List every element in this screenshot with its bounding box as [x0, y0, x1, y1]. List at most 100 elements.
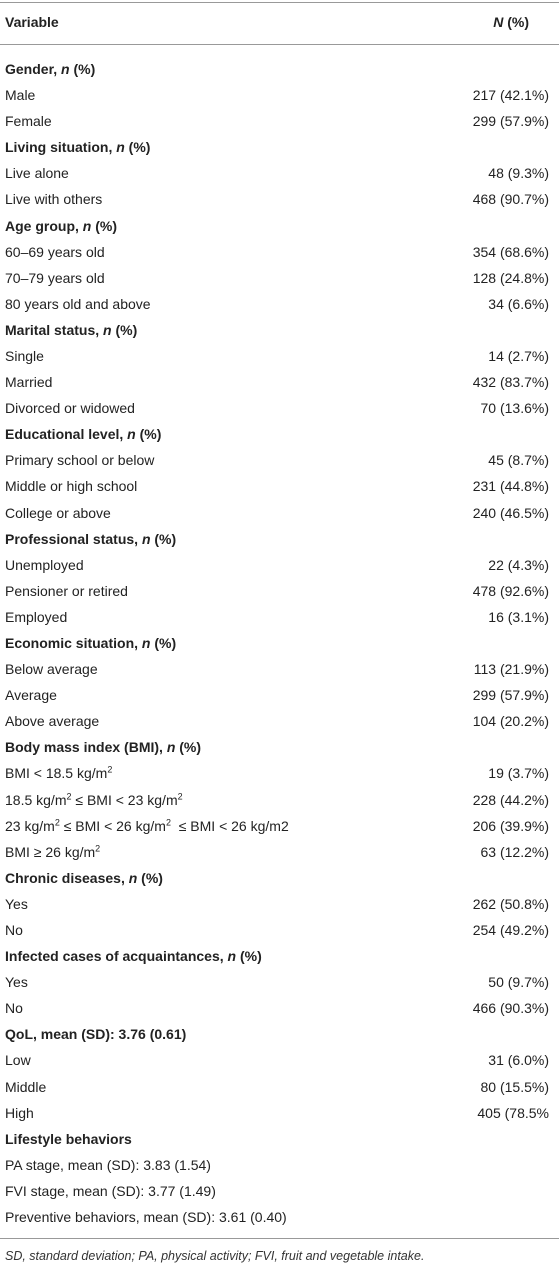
- row-label: Low: [5, 1051, 31, 1069]
- row-value: 45 (8.7%): [488, 452, 549, 469]
- text-segment: N: [493, 14, 504, 30]
- group-heading: Body mass index (BMI), n (%): [5, 738, 201, 756]
- text-segment: Married: [5, 374, 53, 391]
- row-value: 34 (6.6%): [488, 295, 549, 312]
- row-label: No: [5, 999, 23, 1017]
- text-segment: Preventive behaviors, mean (SD): 3.61 (0…: [5, 1208, 287, 1225]
- text-segment: QoL, mean (SD): 3.76 (0.61): [5, 1026, 187, 1043]
- text-segment: (%): [503, 14, 529, 30]
- row-label: Employed: [5, 608, 67, 626]
- text-segment: Age group,: [5, 217, 83, 234]
- text-segment: n: [141, 530, 151, 547]
- row-label: Yes: [5, 895, 28, 913]
- row-value: 22 (4.3%): [488, 556, 549, 573]
- text-segment: 60–69 years old: [5, 243, 105, 260]
- text-segment: BMI < 18.5 kg/m: [5, 765, 108, 782]
- row-value: 113 (21.9%): [473, 661, 549, 678]
- group-heading: Infected cases of acquaintances, n (%): [5, 947, 262, 965]
- text-segment: n: [116, 139, 125, 156]
- row-label: Live alone: [5, 164, 69, 182]
- text-segment: PA stage, mean (SD): 3.83 (1.54): [5, 1156, 211, 1173]
- text-segment: Employed: [5, 608, 68, 625]
- text-segment: College or above: [5, 504, 111, 521]
- row-label: 80 years old and above: [5, 295, 151, 313]
- row-value: 240 (46.5%): [472, 504, 549, 521]
- row-label: Primary school or below: [5, 451, 154, 469]
- text-segment: Live with others: [5, 191, 103, 208]
- text-segment: Chronic diseases,: [5, 869, 129, 886]
- row-label: 70–79 years old: [5, 269, 105, 287]
- row-value: 50 (9.7%): [488, 974, 549, 991]
- row-value: 228 (44.2%): [472, 791, 549, 808]
- row-value: 48 (9.3%): [488, 165, 549, 182]
- row-value: 31 (6.0%): [488, 1052, 549, 1069]
- text-segment: Male: [5, 87, 36, 104]
- text-segment: Live alone: [5, 165, 69, 182]
- row-label: Pensioner or retired: [5, 582, 128, 600]
- row-label: FVI stage, mean (SD): 3.77 (1.49): [5, 1182, 216, 1200]
- text-segment: Average: [5, 687, 57, 704]
- text-segment: No: [5, 1000, 23, 1017]
- row-label: Divorced or widowed: [5, 399, 135, 417]
- group-heading: Marital status, n (%): [5, 321, 137, 339]
- text-segment: n: [141, 634, 151, 651]
- text-segment: (%): [150, 634, 177, 651]
- row-label: High: [5, 1104, 34, 1122]
- group-heading: Chronic diseases, n (%): [5, 869, 163, 887]
- text-segment: Living situation,: [5, 139, 117, 156]
- text-segment: 18.5 kg/m: [5, 791, 67, 808]
- text-segment: 2: [95, 843, 101, 854]
- text-segment: (%): [137, 869, 163, 886]
- text-segment: n: [127, 426, 136, 443]
- row-value: 254 (49.2%): [472, 921, 549, 938]
- text-segment: n: [227, 948, 237, 965]
- text-segment: Low: [5, 1052, 31, 1069]
- text-segment: (%): [91, 217, 118, 234]
- text-segment: n: [61, 61, 70, 77]
- text-segment: 2: [177, 790, 183, 801]
- text-segment: Economic situation,: [5, 634, 142, 651]
- text-segment: Primary school or below: [5, 452, 155, 469]
- text-segment: n: [128, 869, 138, 886]
- row-label: BMI < 18.5 kg/m2: [5, 764, 112, 782]
- text-segment: n: [82, 217, 92, 234]
- group-heading: Lifestyle behaviors: [5, 1130, 132, 1148]
- row-label: Middle or high school: [5, 477, 137, 495]
- row-label: 60–69 years old: [5, 243, 105, 261]
- row-label: Middle: [5, 1078, 46, 1096]
- row-label: Above average: [5, 712, 99, 730]
- row-label: PA stage, mean (SD): 3.83 (1.54): [5, 1156, 211, 1174]
- group-heading: Living situation, n (%): [5, 138, 150, 156]
- row-label: Yes: [5, 973, 28, 991]
- text-segment: Divorced or widowed: [5, 400, 135, 417]
- text-segment: High: [5, 1104, 34, 1121]
- row-label: College or above: [5, 504, 111, 522]
- text-segment: Middle: [5, 1078, 47, 1095]
- text-segment: Marital status,: [5, 321, 104, 338]
- row-label: 23 kg/m2 ≤ BMI < 26 kg/m2 ≤ BMI < 26 kg/…: [5, 817, 289, 835]
- text-segment: Lifestyle behaviors: [5, 1130, 132, 1147]
- text-segment: Female: [5, 113, 52, 130]
- header-cell: Variable: [5, 13, 59, 31]
- header-cell: N (%): [493, 13, 529, 31]
- group-heading: Professional status, n (%): [5, 530, 176, 548]
- row-value: 354 (68.6%): [472, 243, 549, 260]
- text-segment: Pensioner or retired: [5, 582, 128, 599]
- text-segment: (%): [111, 321, 138, 338]
- text-segment: Middle or high school: [5, 478, 138, 495]
- text-segment: Yes: [5, 974, 28, 991]
- bottom-rule: [0, 1238, 559, 1239]
- row-value: 299 (57.9%): [472, 687, 549, 704]
- text-segment: 23 kg/m: [5, 817, 55, 834]
- row-label: Single: [5, 347, 44, 365]
- text-segment: 2: [66, 790, 72, 801]
- text-segment: (%): [175, 739, 202, 756]
- row-value: 432 (83.7%): [472, 374, 549, 391]
- row-value: 405 (78.5%: [477, 1104, 549, 1121]
- text-segment: No: [5, 921, 23, 938]
- text-segment: 2: [54, 816, 60, 827]
- text-segment: FVI stage, mean (SD): 3.77 (1.49): [5, 1182, 216, 1199]
- row-value: 14 (2.7%): [488, 347, 549, 364]
- text-segment: 80 years old and above: [5, 295, 151, 312]
- text-segment: Yes: [5, 895, 28, 912]
